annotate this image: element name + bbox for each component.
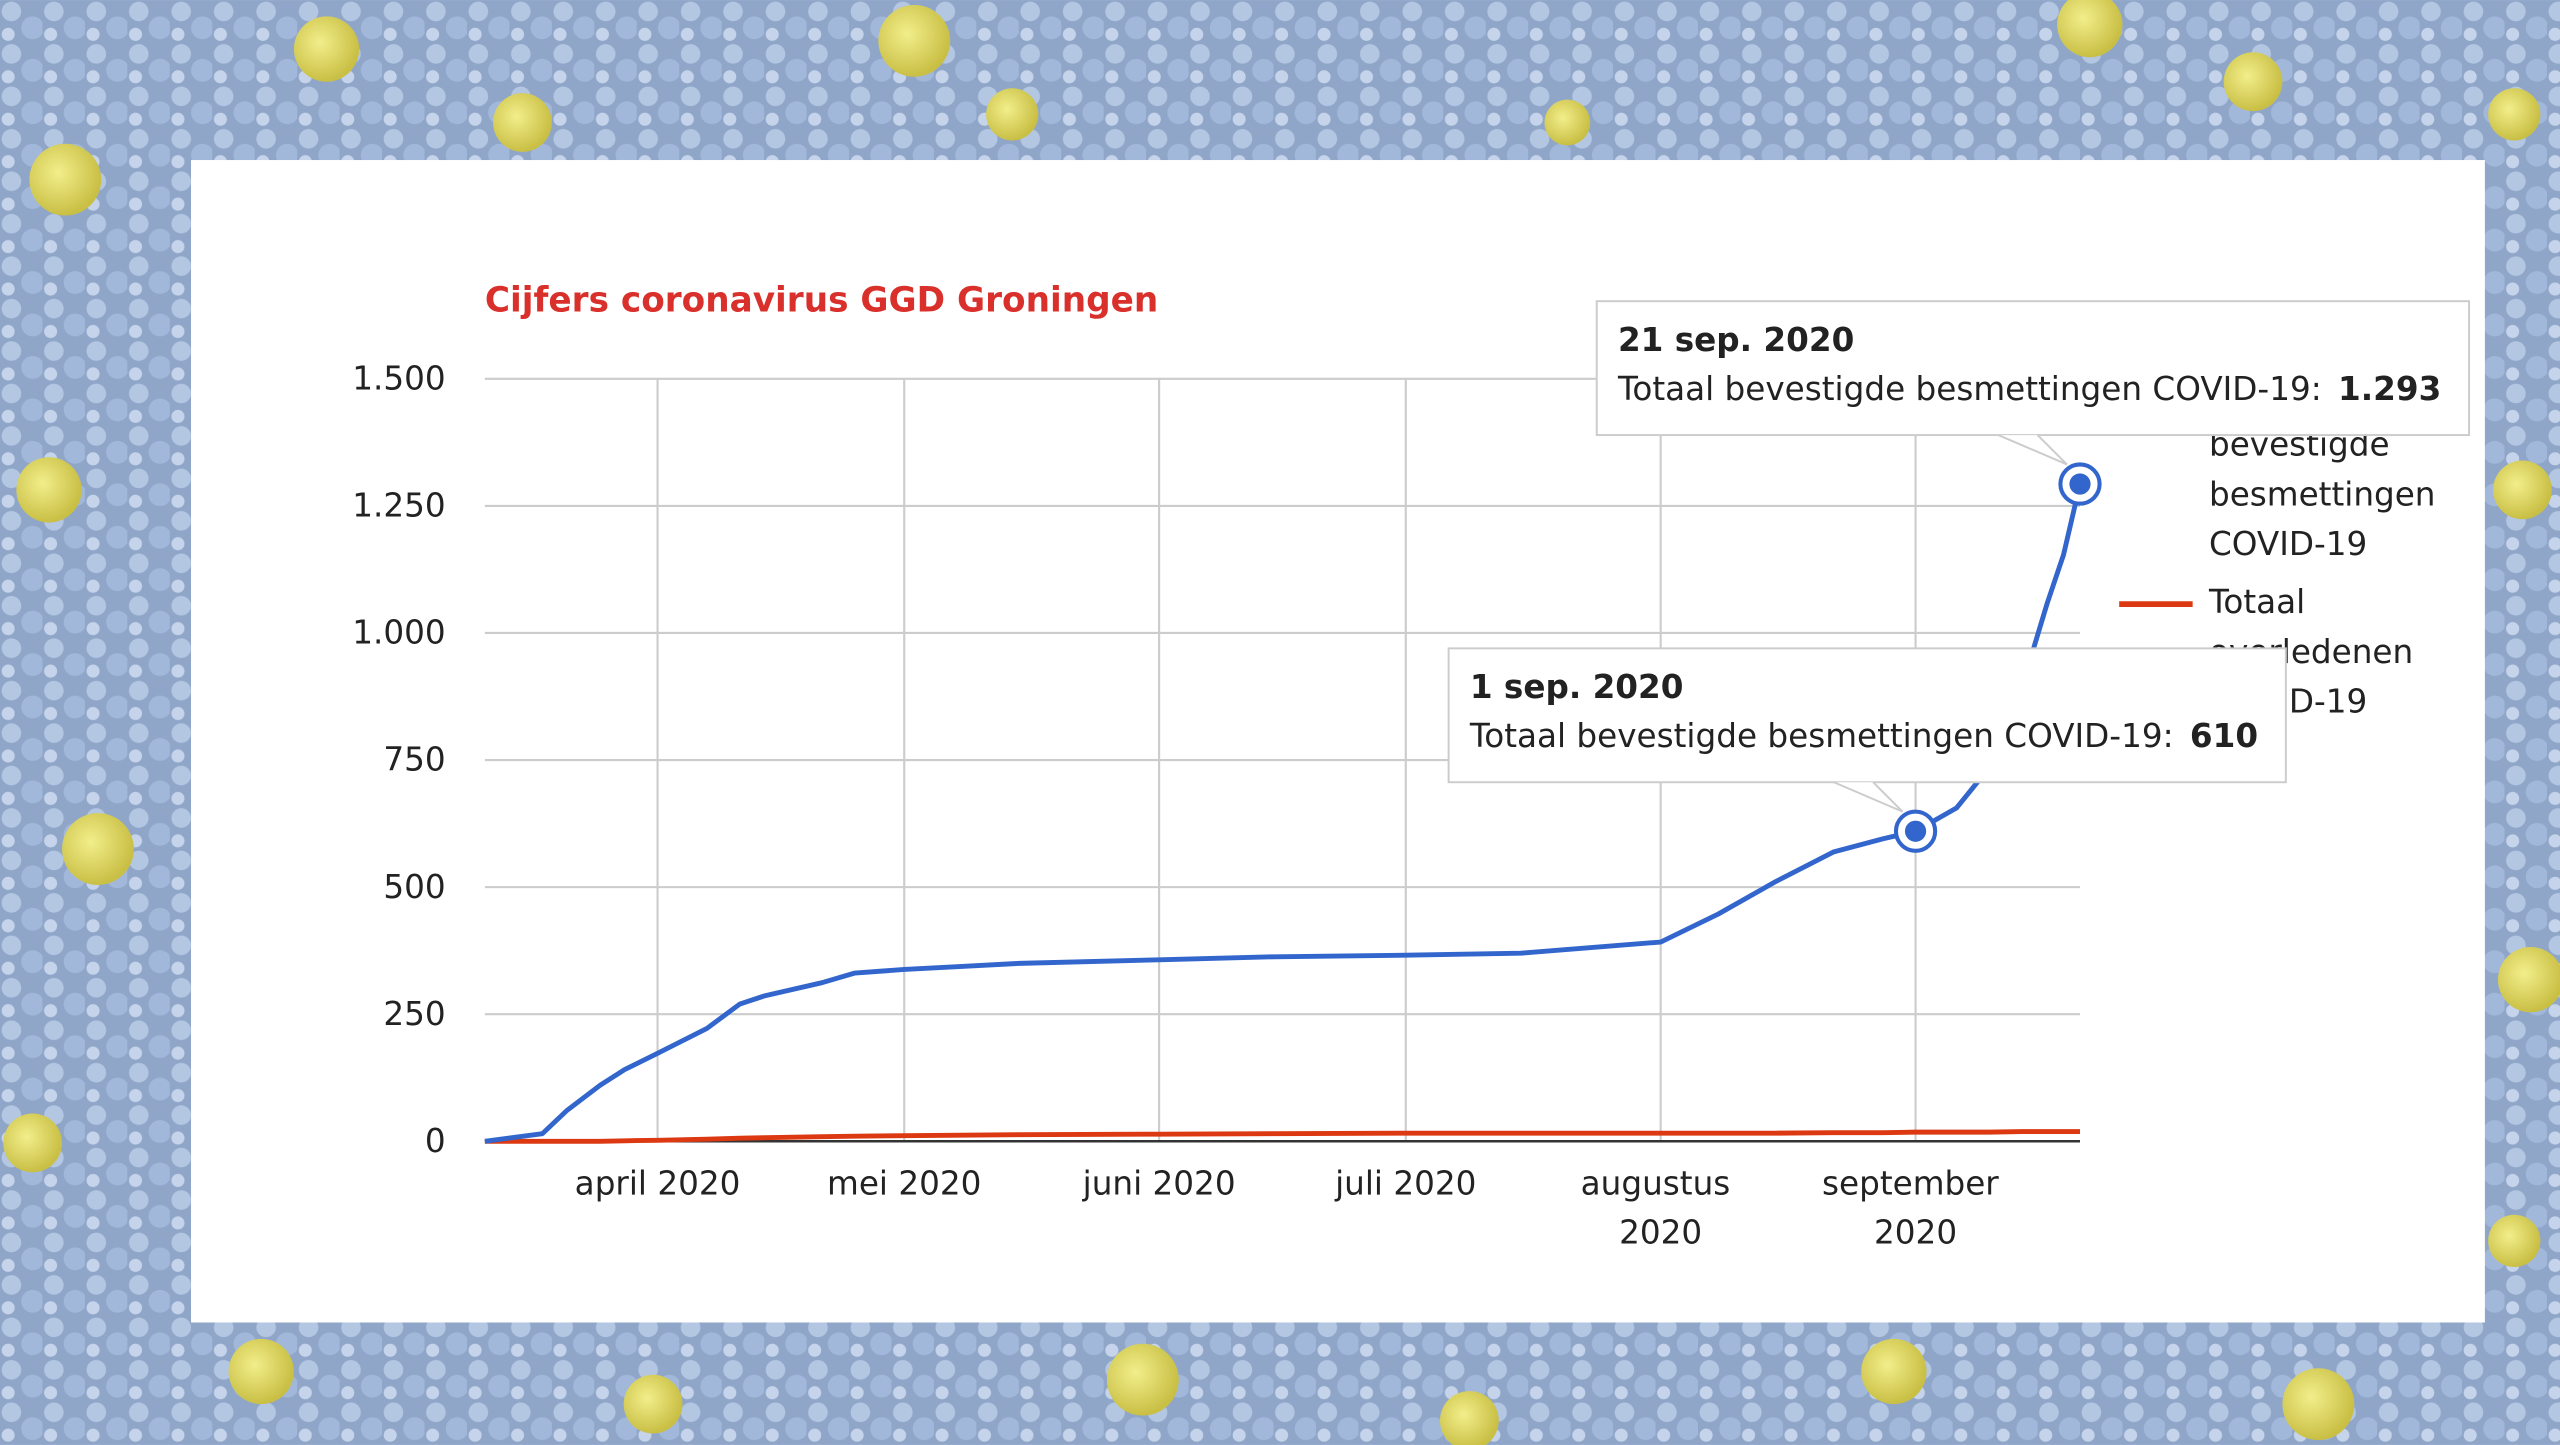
point: [2069, 473, 2091, 495]
y-tick-label: 1.250: [352, 487, 445, 525]
chart-title: Cijfers coronavirus GGD Groningen: [485, 281, 1158, 321]
x-tick-label: juli 2020: [1334, 1164, 1476, 1202]
tooltip-label: Totaal bevestigde besmettingen COVID-19:: [1469, 717, 2174, 755]
tooltip-box: [1595, 300, 2471, 437]
x-tick-label: september 2020: [1822, 1164, 2009, 1251]
tooltip: 21 sep. 2020 Totaal bevestigde besmetting…: [1595, 300, 2471, 466]
y-tick-label: 500: [383, 868, 445, 906]
x-tick-label: augustus 2020: [1581, 1164, 1741, 1251]
x-tick-label: juni 2020: [1082, 1164, 1236, 1202]
y-tick-label: 0: [425, 1122, 446, 1160]
tooltip-pointer: [1997, 434, 2068, 466]
tooltip-value: 1.293: [2338, 370, 2441, 408]
tooltip-date: 21 sep. 2020: [1618, 321, 1854, 359]
tooltip-date: 1 sep. 2020: [1470, 668, 1684, 706]
point: [1904, 820, 1927, 842]
y-tick-label: 750: [383, 741, 445, 779]
y-tick-label: 1.500: [352, 359, 445, 397]
tooltip-box: [1447, 647, 2287, 784]
tooltip-label: Totaal bevestigde besmettingen COVID-19:: [1617, 370, 2322, 408]
y-tick-label: 1.000: [352, 614, 445, 652]
series-line: [484, 483, 2083, 1144]
tooltip-value: 610: [2190, 717, 2258, 755]
y-tick-label: 250: [383, 995, 445, 1033]
series-line: [484, 1129, 2080, 1144]
tooltip-pointer: [1833, 781, 1904, 813]
tooltip: 1 sep. 2020 Totaal bevestigde besmettinge…: [1447, 647, 2287, 813]
x-tick-label: mei 2020: [827, 1164, 981, 1202]
background-blobs: [3, 0, 2560, 1445]
x-tick-label: april 2020: [575, 1164, 741, 1202]
